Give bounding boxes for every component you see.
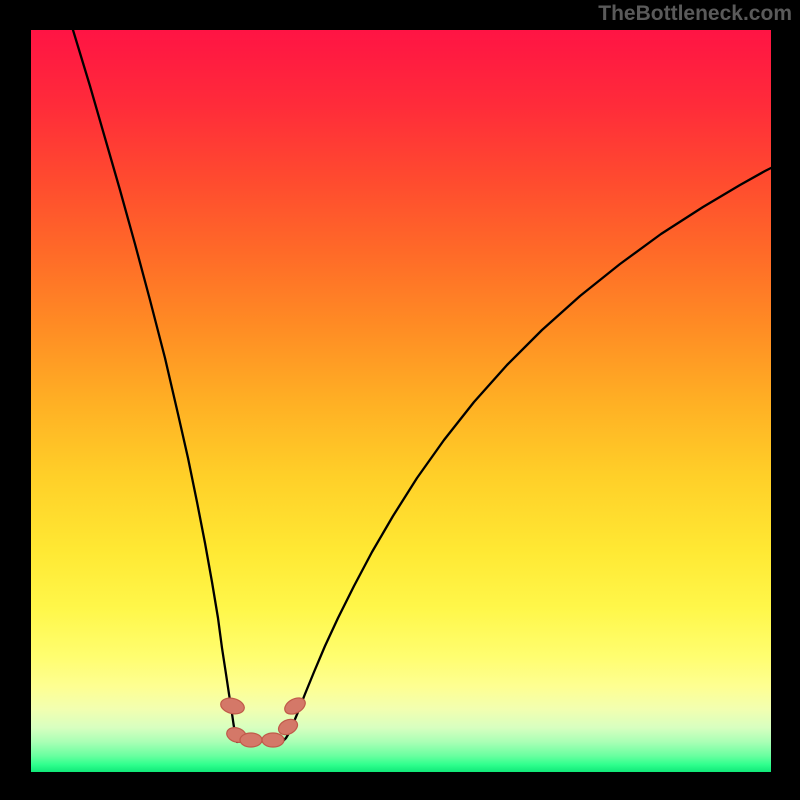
gradient-background [31, 30, 771, 772]
plot-area [31, 30, 771, 772]
watermark-text: TheBottleneck.com [598, 2, 792, 26]
chart-container: TheBottleneck.com [0, 0, 800, 800]
curve-marker [262, 733, 284, 747]
chart-svg [31, 30, 771, 772]
curve-marker [240, 733, 262, 747]
